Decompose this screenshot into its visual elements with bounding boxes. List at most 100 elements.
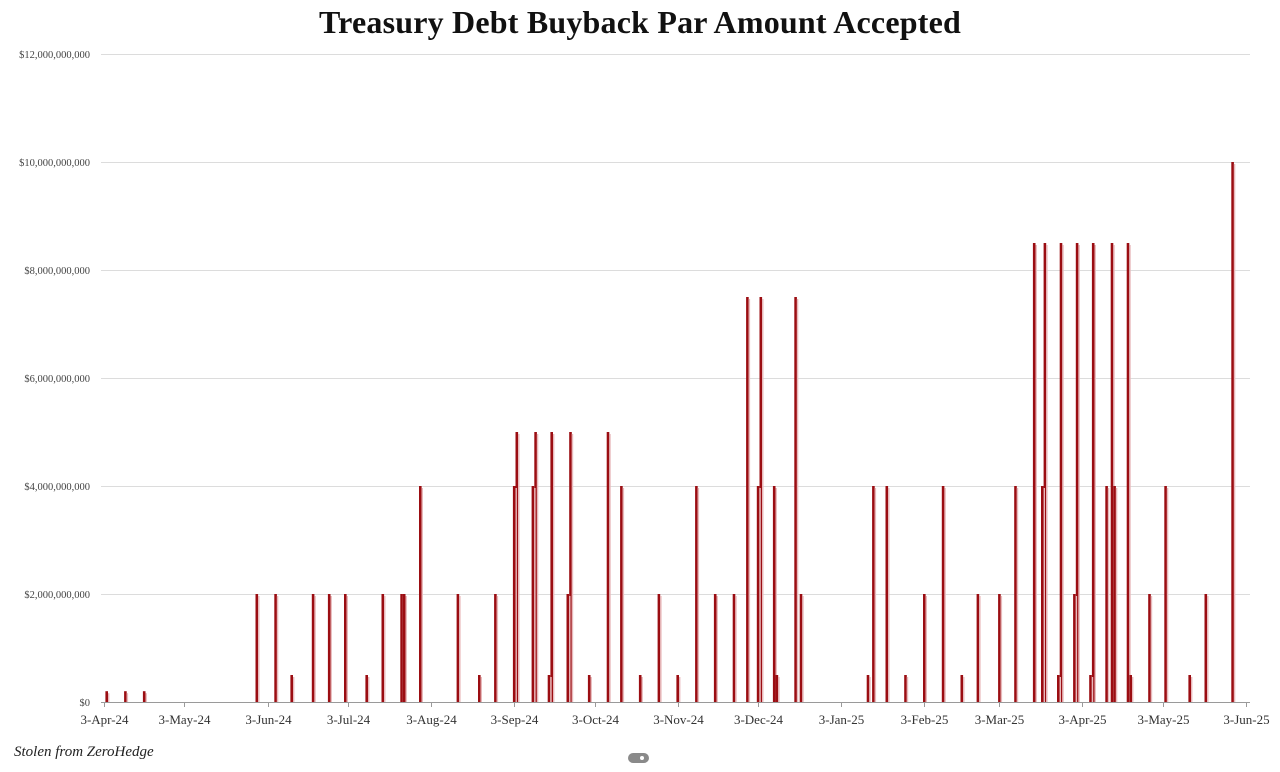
bar-shadow [660, 596, 662, 702]
bar-shadow [534, 488, 536, 702]
bar-shadow [641, 677, 643, 702]
bar [713, 594, 717, 702]
bar [311, 594, 315, 702]
bar [1129, 675, 1132, 702]
bar-shadow [622, 488, 625, 702]
bar-shadow [1115, 488, 1118, 702]
bar [746, 297, 749, 702]
bar [960, 675, 964, 702]
bar-shadow [1016, 488, 1019, 702]
bar [142, 691, 146, 702]
bar-shadow [869, 677, 871, 702]
y-tick-label: $6,000,000,000 [24, 374, 90, 385]
bar [124, 691, 127, 702]
bar [1110, 243, 1114, 702]
bar [1231, 162, 1234, 702]
bar-shadow [550, 677, 552, 702]
x-tick-label: 3-Sep-24 [491, 712, 539, 727]
bar [400, 594, 403, 702]
bar [419, 486, 422, 702]
bar [274, 594, 277, 702]
bar-shadow [258, 596, 260, 702]
bar [885, 486, 889, 702]
bar-shadow [1035, 245, 1037, 702]
bar-shadow [906, 677, 909, 702]
bar [587, 675, 591, 702]
bar-shadow [874, 488, 877, 702]
bar-shadow [679, 677, 681, 702]
bar [1032, 243, 1036, 702]
bar-shadow [108, 693, 110, 702]
bar-shadow [609, 434, 611, 702]
bar-shadow [1166, 488, 1169, 702]
bar [105, 691, 108, 702]
bar [1075, 243, 1079, 702]
bar-shadow [553, 434, 555, 702]
bar [775, 675, 779, 702]
y-tick-label: $4,000,000,000 [24, 482, 90, 493]
bar [732, 594, 736, 702]
bar-shadow [346, 596, 348, 702]
bar [494, 594, 497, 702]
bar-shadow [1046, 245, 1048, 702]
bar [512, 486, 516, 702]
bar-shadow [748, 299, 751, 702]
bar [1059, 243, 1063, 702]
bar-shadow [314, 596, 316, 702]
x-tick-label: 3-Jan-25 [819, 712, 865, 727]
bar-shadow [405, 596, 407, 702]
bar [566, 594, 570, 702]
bar-shadow [1043, 488, 1045, 702]
bar-shadow [716, 596, 718, 702]
bar-shadow [735, 596, 737, 702]
bar-shadow [1129, 245, 1131, 702]
bar-shadow [762, 299, 764, 702]
bar-shadow [569, 596, 571, 702]
bar [1041, 486, 1044, 702]
x-tick-label: 3-Apr-25 [1058, 712, 1106, 727]
bar-shadow [293, 677, 295, 702]
bar-shadow [925, 596, 927, 702]
bar [866, 675, 870, 702]
bar-shadow [571, 434, 574, 702]
bar-shadow [1078, 245, 1080, 702]
bar [456, 594, 460, 702]
x-tick-label: 3-Apr-24 [80, 712, 129, 727]
y-tick-label: $10,000,000,000 [19, 158, 90, 169]
chart-title: Treasury Debt Buyback Par Amount Accepte… [319, 4, 961, 40]
bar-shadow [775, 488, 777, 702]
bar-shadow [1091, 677, 1094, 702]
bar-shadow [145, 693, 147, 702]
bar [255, 594, 259, 702]
x-tick-label: 3-May-25 [1138, 712, 1190, 727]
bar-shadow [802, 596, 804, 702]
bar [620, 486, 623, 702]
x-tick-label: 3-Jun-24 [245, 712, 292, 727]
bar [1089, 675, 1092, 702]
bar-shadow [1191, 677, 1193, 702]
bar-shadow [496, 596, 499, 702]
bar-shadow [515, 488, 517, 702]
page-indicator[interactable] [628, 753, 649, 763]
bar [606, 432, 610, 702]
bar-shadow [459, 596, 461, 702]
bar [657, 594, 661, 702]
bar-shadow [330, 596, 332, 702]
y-tick-label: $8,000,000,000 [24, 266, 90, 277]
bar [1043, 243, 1047, 702]
x-tick-label: 3-Oct-24 [572, 712, 619, 727]
bar [290, 675, 293, 702]
bar [327, 594, 331, 702]
bar-shadow [1075, 596, 1078, 702]
bar-shadow [384, 596, 386, 702]
bar [772, 486, 776, 702]
bar [1113, 486, 1116, 702]
bar-shadow [1059, 677, 1061, 702]
bar [402, 594, 406, 702]
x-tick-label: 3-Mar-25 [975, 712, 1025, 727]
bar [531, 486, 535, 702]
bar-shadow [536, 434, 539, 702]
x-tick-label: 3-Nov-24 [653, 712, 704, 727]
bar-shadow [126, 693, 129, 702]
